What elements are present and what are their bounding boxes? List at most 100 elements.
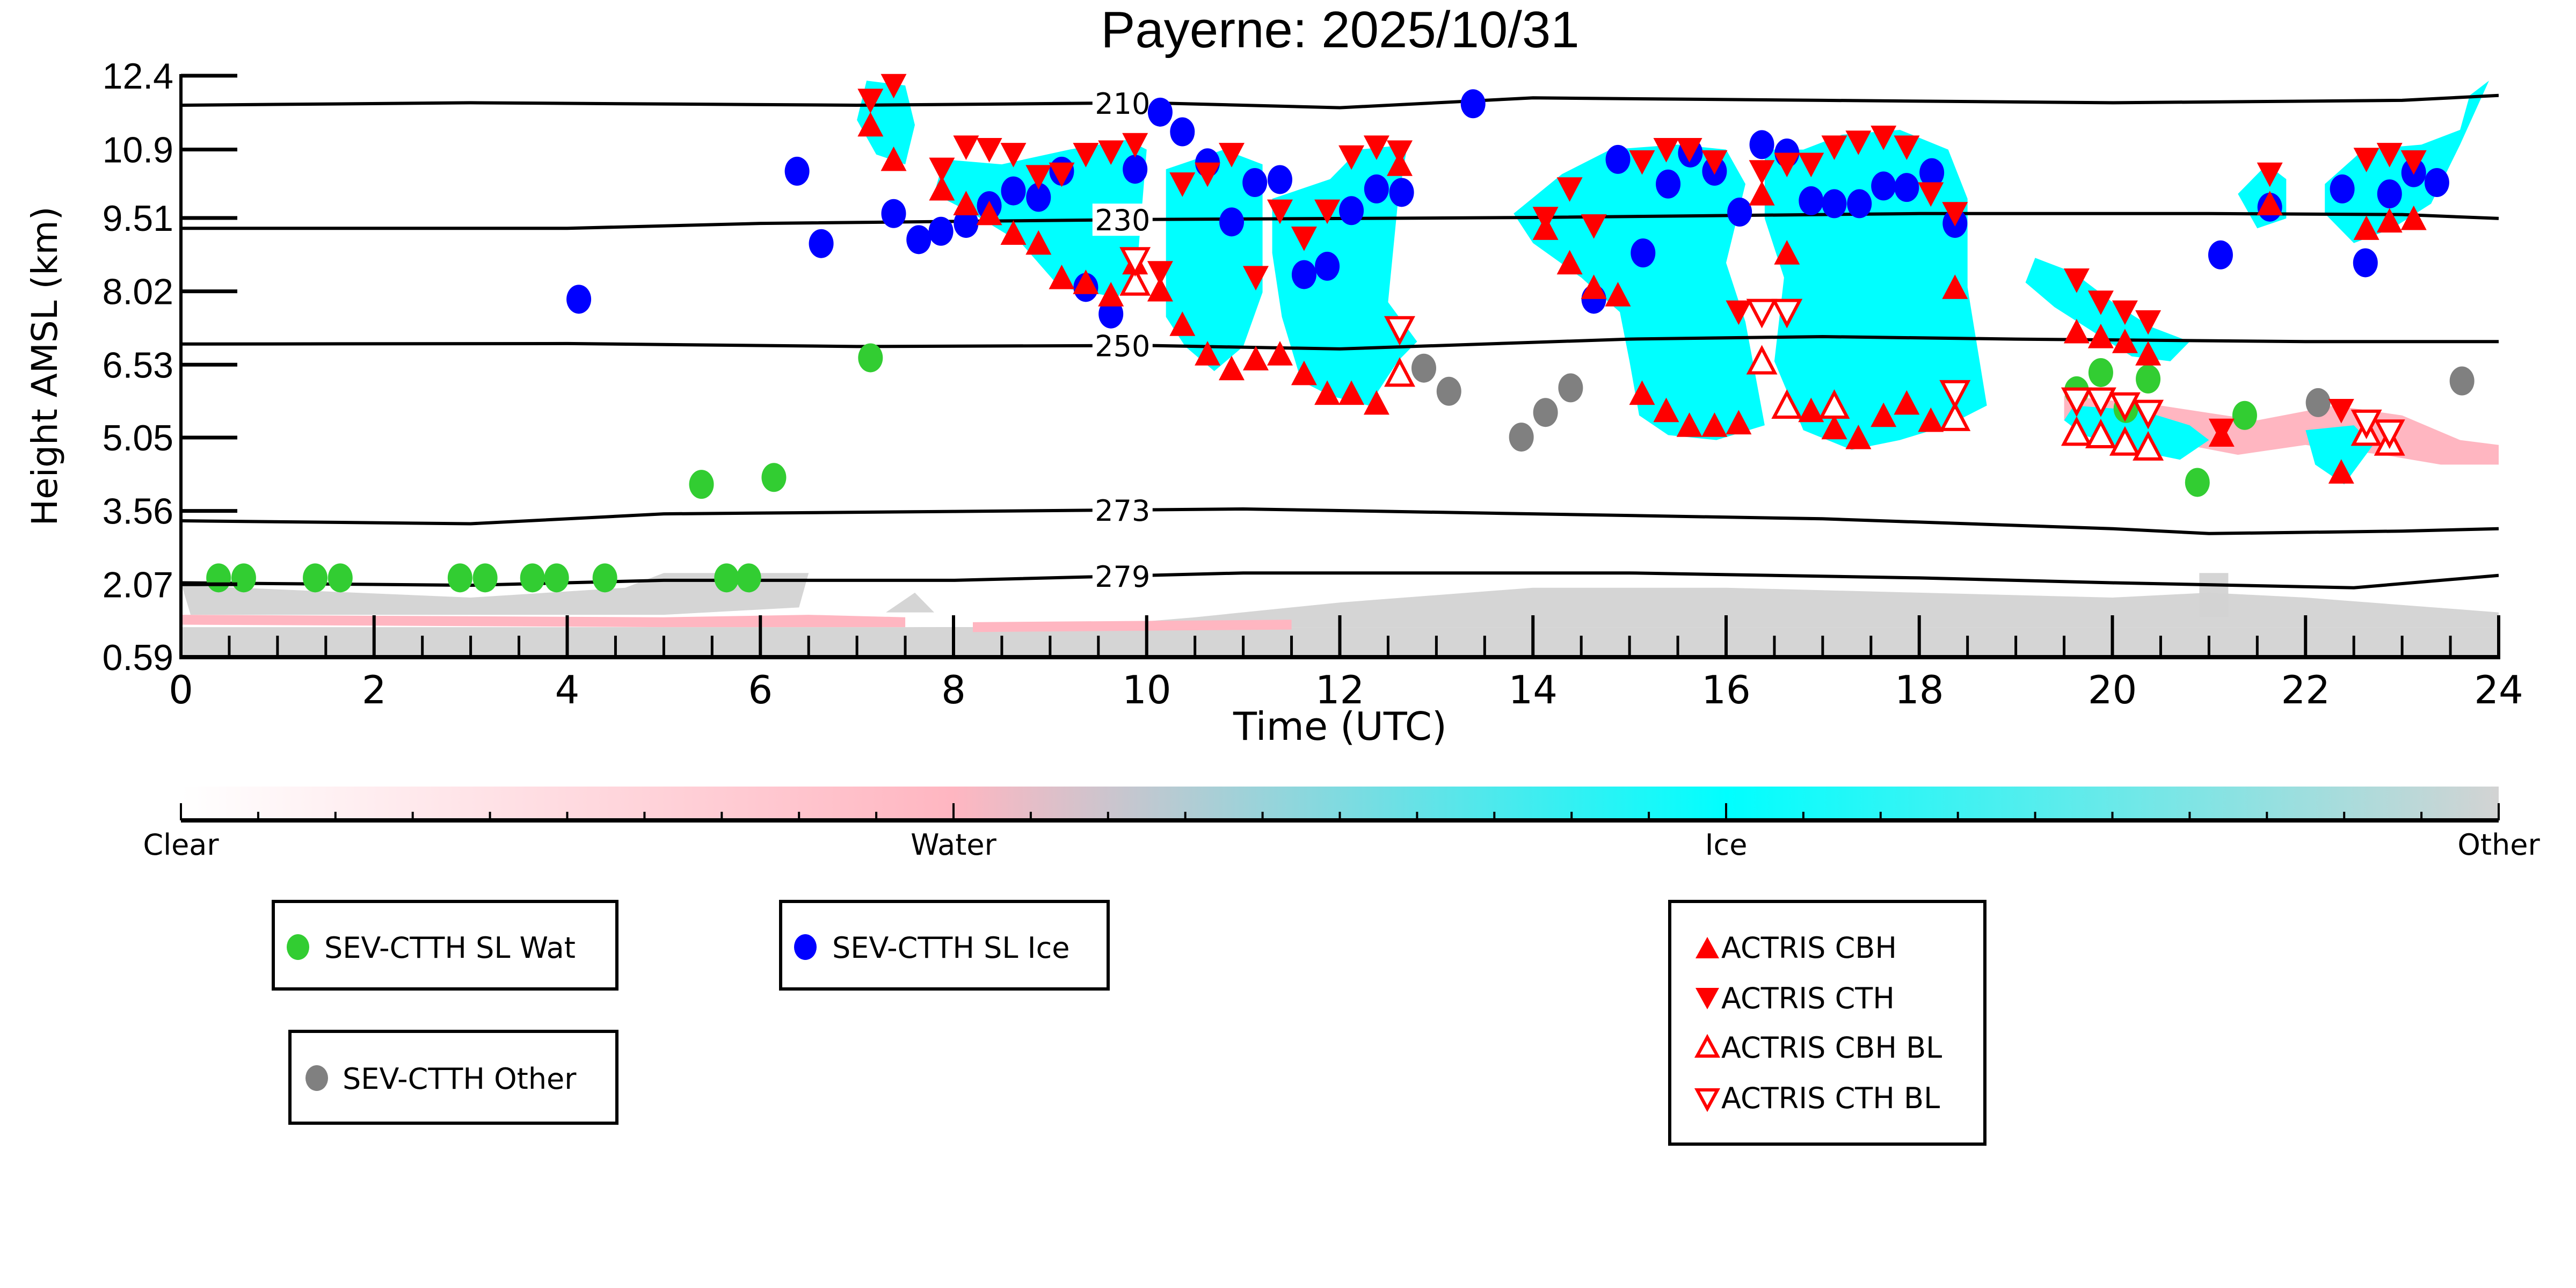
data-point <box>206 563 231 593</box>
data-point <box>1338 145 1365 170</box>
data-point <box>881 74 907 99</box>
data-point <box>1871 402 1897 427</box>
data-point <box>976 138 1002 163</box>
x-tick-label: 22 <box>2281 667 2330 712</box>
data-point <box>2328 459 2354 484</box>
data-point <box>1653 138 1679 163</box>
data-point <box>2376 143 2403 168</box>
phase-region-other <box>2199 573 2229 617</box>
data-point <box>1000 143 1027 168</box>
data-point <box>1556 250 1583 275</box>
phase-region-ice <box>2025 258 2190 361</box>
data-point <box>1939 401 1971 431</box>
legend-marker-triangle-up-icon <box>1695 937 1719 958</box>
y-tick-label: 3.56 <box>103 491 173 532</box>
data-point <box>2353 215 2379 240</box>
data-point <box>1629 380 1655 405</box>
data-point <box>1001 176 1026 206</box>
data-point <box>1314 380 1341 405</box>
data-point <box>2208 418 2235 443</box>
phase-region-ice <box>1166 149 1263 372</box>
data-point <box>953 191 979 215</box>
data-point <box>2135 341 2162 366</box>
axes: 0 2 4 6 8 10 12 14 16 18 20 22 24 0.592.073.565.056.… <box>103 56 2523 712</box>
data-point <box>1871 171 1896 201</box>
data-point <box>906 225 932 254</box>
data-point <box>1243 266 1269 290</box>
data-point <box>1799 186 1824 215</box>
data-point <box>1387 140 1413 165</box>
data-point <box>2376 208 2403 233</box>
data-point <box>1774 240 1800 265</box>
data-point <box>858 343 883 373</box>
x-tick-label: 2 <box>362 667 387 712</box>
data-point <box>566 285 592 314</box>
legend-label: ACTRIS CTH BL <box>1721 1081 1940 1115</box>
legend-label: ACTRIS CBH BL <box>1721 1031 1942 1065</box>
data-point <box>2328 399 2354 424</box>
data-point <box>2112 300 2138 325</box>
data-point <box>1749 130 1774 159</box>
data-point <box>1291 360 1317 385</box>
data-point <box>1411 353 1436 383</box>
data-point <box>1701 150 1728 175</box>
series-actris-cth-bl <box>1119 247 2405 449</box>
data-point <box>1147 261 1173 286</box>
data-point <box>1098 299 1124 329</box>
data-point <box>1656 169 1681 199</box>
data-point <box>736 563 761 593</box>
data-point <box>1771 299 1803 329</box>
x-tick-label: 6 <box>748 667 773 712</box>
data-point <box>689 470 714 499</box>
data-point <box>2133 399 2164 430</box>
legend-marker-triangle-down-open-icon <box>1694 1088 1721 1112</box>
legend-marker-triangle-down-icon <box>1695 988 1719 1009</box>
legend-label: SEV-CTTH SL Ice <box>832 931 1070 965</box>
data-point <box>2061 387 2092 417</box>
data-point <box>809 229 834 258</box>
data-point <box>2087 290 2114 315</box>
data-point <box>2109 392 2141 422</box>
data-point <box>881 199 906 228</box>
data-point <box>1918 407 1944 432</box>
isotherm-label-bg <box>1092 329 1153 362</box>
data-point <box>1267 165 1292 194</box>
data-point <box>1726 300 1752 325</box>
data-point <box>2109 426 2141 456</box>
data-point <box>303 563 328 593</box>
legend-label: SEV-CTTH SL Wat <box>324 931 576 965</box>
x-tick-label: 20 <box>2088 667 2137 712</box>
data-point <box>928 216 954 246</box>
legend-marker-green-circle <box>287 934 309 960</box>
x-tick-label: 18 <box>1895 667 1944 712</box>
legend-marker-triangle-up-open-icon <box>1694 1034 1721 1058</box>
data-point <box>1746 299 1778 329</box>
data-point <box>2377 179 2402 209</box>
y-tick-label: 10.9 <box>103 130 173 171</box>
data-point <box>1798 152 1824 178</box>
phase-region-ice <box>2064 405 2209 460</box>
data-point <box>1389 178 1414 207</box>
isotherm-label-bg <box>1092 203 1153 236</box>
data-point <box>1629 150 1655 175</box>
data-point <box>1123 155 1148 184</box>
data-point <box>1314 199 1341 224</box>
data-point <box>1119 247 1151 277</box>
isotherm-label: 273 <box>1095 494 1150 528</box>
isotherm-230 <box>181 212 2499 230</box>
y-tick-label: 5.05 <box>103 418 173 459</box>
isotherm-210 <box>181 93 2499 110</box>
data-point <box>1242 168 1268 197</box>
isotherm-label: 230 <box>1095 203 1150 237</box>
data-point <box>2136 364 2161 394</box>
data-point <box>1291 260 1316 289</box>
data-point <box>1845 130 1872 155</box>
data-point <box>1073 143 1099 168</box>
data-point <box>1049 265 1075 289</box>
data-point <box>544 563 569 593</box>
data-point <box>1532 207 1559 231</box>
data-point <box>2133 431 2164 461</box>
data-point <box>328 563 353 593</box>
data-point <box>1384 316 1415 346</box>
